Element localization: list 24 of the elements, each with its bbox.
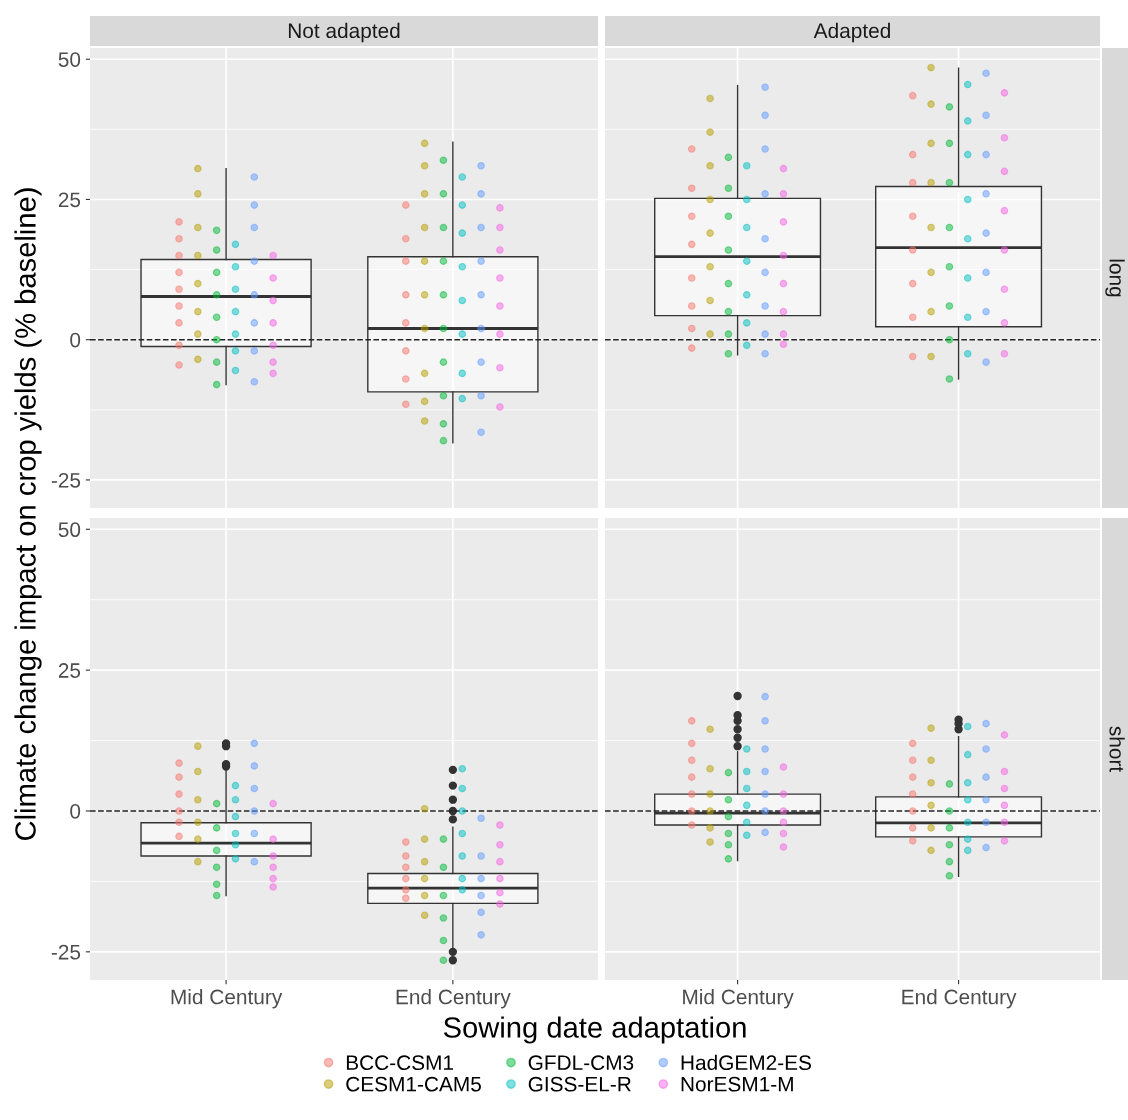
x-tick-label: End Century	[902, 989, 1017, 1009]
legend-label: GISS-EL-R	[528, 1076, 631, 1092]
y-tick-label: 25	[58, 192, 81, 208]
x-tick-label: Mid Century	[171, 989, 283, 1009]
y2-axis-title: long	[1105, 259, 1125, 297]
legend-label: CESM1-CAM5	[346, 1076, 481, 1092]
y-tick-label: 25	[58, 663, 81, 678]
legend-label: BCC-CSM1	[346, 1055, 454, 1071]
x-tick-label: End Century	[396, 989, 511, 1009]
x-tick-label: Mid Century	[683, 989, 794, 1009]
y-tick-label: 0	[70, 803, 81, 819]
y-tick-label: 0	[70, 332, 81, 348]
legend-label: HadGEM2-ES	[681, 1054, 811, 1071]
chart-title: Adapted	[813, 22, 890, 43]
y-tick-label: -25	[51, 944, 81, 960]
chart-title: Not adapted	[288, 22, 400, 43]
y-axis-title: Climate change impact on crop yields (% baseline)	[14, 188, 42, 840]
y-tick-label: -25	[51, 472, 81, 488]
y2-axis-title: short	[1109, 726, 1125, 773]
x-axis-title: Sowing date adaptation	[443, 1016, 746, 1044]
legend-label: GFDL-CM3	[528, 1055, 634, 1071]
legend-label: NorESM1-M	[681, 1076, 793, 1092]
y-tick-label: 50	[58, 52, 81, 67]
y-tick-label: 50	[58, 522, 81, 538]
